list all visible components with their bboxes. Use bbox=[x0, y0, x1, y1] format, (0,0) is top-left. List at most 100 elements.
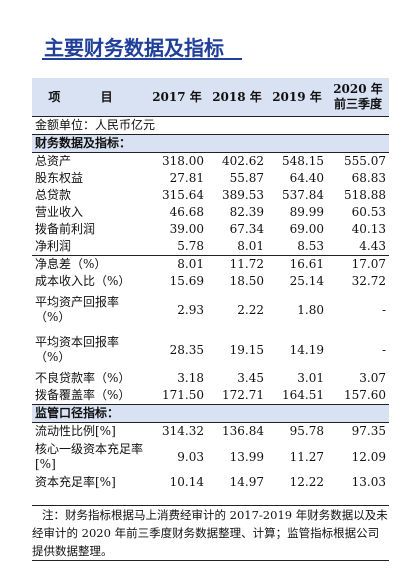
unit-row: 金额单位：人民币亿元 bbox=[32, 117, 389, 135]
cell-2020: 157.60 bbox=[344, 388, 386, 402]
cell-2018: 402.62 bbox=[222, 154, 264, 168]
header-2017: 2017 年 bbox=[147, 78, 207, 117]
cell-2019: 25.14 bbox=[289, 274, 324, 288]
cell-2020: 3.07 bbox=[359, 371, 386, 385]
cell-2019: 64.40 bbox=[289, 171, 324, 185]
cell-2017: 318.00 bbox=[162, 154, 204, 168]
cell-2020: 32.72 bbox=[351, 274, 386, 288]
cell-2018: 136.84 bbox=[222, 424, 264, 438]
section2-title: 监管口径指标： bbox=[32, 404, 389, 423]
header-item: 项 目 bbox=[32, 78, 147, 117]
cell-2017: 8.01 bbox=[147, 255, 207, 273]
cell-2017: 15.69 bbox=[169, 274, 204, 288]
cell-2017: 2.93 bbox=[177, 302, 204, 317]
cell-2020: - bbox=[381, 302, 386, 317]
cell-2019: 1.80 bbox=[297, 302, 324, 317]
header-row: 项 目 2017 年 2018 年 2019 年 2020 年前三季度 bbox=[32, 78, 389, 117]
cell-2018: 19.15 bbox=[229, 342, 264, 357]
cell-2018: 55.87 bbox=[229, 171, 264, 185]
table-row: 净利润 5.78 8.01 8.53 4.43 bbox=[32, 238, 389, 256]
cell-2019: 95.78 bbox=[289, 424, 324, 438]
cell-2020: - bbox=[381, 342, 386, 357]
cell-2018: 18.50 bbox=[229, 274, 264, 288]
cell-2018: 82.39 bbox=[229, 205, 264, 219]
cell-2017: 315.64 bbox=[162, 188, 204, 202]
table-row: 净息差（%） 8.01 11.72 16.61 17.07 bbox=[32, 255, 389, 273]
cell-2018: 3.45 bbox=[237, 371, 264, 385]
table-row: 拨备覆盖率（%） 171.50 172.71 164.51 157.60 bbox=[32, 387, 389, 405]
footnote: 注：财务指标根据马上消费经审计的 2017-2019 年财务数据以及未经审计的 … bbox=[32, 505, 389, 561]
table-row: 流动性比例[%] 314.32 136.84 95.78 97.35 bbox=[32, 423, 389, 441]
cell-2018: 2.22 bbox=[237, 302, 264, 317]
table-row: 股东权益 27.81 55.87 64.40 68.83 bbox=[32, 170, 389, 187]
table-row: 总资产 318.00 402.62 548.15 555.07 bbox=[32, 153, 389, 171]
section-header: 财务数据及指标： bbox=[32, 134, 389, 153]
table-row: 核心一级资本充足率[%] 9.03 13.99 11.27 12.09 bbox=[32, 440, 389, 474]
cell-2019: 89.99 bbox=[289, 205, 324, 219]
table-row: 不良贷款率（%） 3.18 3.45 3.01 3.07 bbox=[32, 370, 389, 387]
cell-2020: 60.53 bbox=[351, 205, 386, 219]
table-row: 营业收入 46.68 82.39 89.99 60.53 bbox=[32, 204, 389, 221]
cell-2020: 13.03 bbox=[351, 475, 386, 489]
cell-2019: 164.51 bbox=[282, 388, 324, 402]
title-underline bbox=[42, 58, 242, 60]
cell-2020: 518.88 bbox=[344, 188, 386, 202]
row-label: 平均资产回报率（%） bbox=[35, 295, 120, 324]
header-2020: 2020 年前三季度 bbox=[327, 78, 389, 117]
row-label: 资本充足率[%] bbox=[35, 475, 116, 489]
table-row: 拨备前利润 39.00 67.34 69.00 40.13 bbox=[32, 221, 389, 238]
cell-2019: 548.15 bbox=[282, 154, 324, 168]
financial-table: 项 目 2017 年 2018 年 2019 年 2020 年前三季度 金额单位… bbox=[32, 78, 389, 491]
row-label: 核心一级资本充足率[%] bbox=[35, 442, 144, 471]
cell-2019: 16.61 bbox=[267, 255, 327, 273]
row-label: 股东权益 bbox=[35, 171, 84, 185]
table-row: 平均资本回报率（%） 28.35 19.15 14.19 - bbox=[32, 330, 389, 370]
row-label: 成本收入比（%） bbox=[35, 274, 131, 288]
section1-title: 财务数据及指标： bbox=[32, 134, 389, 153]
row-label: 总贷款 bbox=[35, 188, 72, 202]
page-title: 主要财务数据及指标 bbox=[44, 36, 224, 60]
unit-label: 金额单位：人民币亿元 bbox=[35, 118, 156, 132]
row-label: 净利润 bbox=[35, 239, 72, 253]
cell-2017: 46.68 bbox=[169, 205, 204, 219]
cell-2020: 555.07 bbox=[344, 154, 386, 168]
cell-2020: 68.83 bbox=[351, 171, 386, 185]
table-row: 平均资产回报率（%） 2.93 2.22 1.80 - bbox=[32, 290, 389, 330]
cell-2019: 8.53 bbox=[297, 239, 324, 253]
table-row: 资本充足率[%] 10.14 14.97 12.22 13.03 bbox=[32, 474, 389, 491]
cell-2018: 11.72 bbox=[207, 255, 267, 273]
cell-2017: 28.35 bbox=[169, 342, 204, 357]
cell-2018: 8.01 bbox=[237, 239, 264, 253]
table-row: 总贷款 315.64 389.53 537.84 518.88 bbox=[32, 187, 389, 204]
cell-2018: 14.97 bbox=[229, 475, 264, 489]
cell-2018: 13.99 bbox=[229, 449, 264, 464]
cell-2019: 3.01 bbox=[297, 371, 324, 385]
cell-2017: 3.18 bbox=[177, 371, 204, 385]
row-label: 总资产 bbox=[35, 154, 72, 168]
cell-2017: 171.50 bbox=[162, 388, 204, 402]
cell-2020: 12.09 bbox=[351, 449, 386, 464]
row-label: 拨备前利润 bbox=[35, 222, 96, 236]
row-label: 营业收入 bbox=[35, 205, 84, 219]
row-label: 不良贷款率（%） bbox=[35, 371, 131, 385]
cell-2017: 27.81 bbox=[169, 171, 204, 185]
row-label: 净息差（%） bbox=[32, 255, 147, 273]
cell-2018: 67.34 bbox=[229, 222, 264, 236]
cell-2017: 10.14 bbox=[169, 475, 204, 489]
cell-2017: 5.78 bbox=[177, 239, 204, 253]
row-label: 拨备覆盖率（%） bbox=[35, 388, 131, 402]
row-label: 平均资本回报率（%） bbox=[35, 335, 120, 364]
cell-2020: 40.13 bbox=[351, 222, 386, 236]
cell-2018: 172.71 bbox=[222, 388, 264, 402]
cell-2017: 9.03 bbox=[177, 449, 204, 464]
cell-2020: 17.07 bbox=[327, 255, 389, 273]
cell-2019: 12.22 bbox=[289, 475, 324, 489]
cell-2017: 314.32 bbox=[162, 424, 204, 438]
section-header: 监管口径指标： bbox=[32, 404, 389, 423]
cell-2020: 4.43 bbox=[359, 239, 386, 253]
table-row: 成本收入比（%） 15.69 18.50 25.14 32.72 bbox=[32, 273, 389, 290]
header-2019: 2019 年 bbox=[267, 78, 327, 117]
cell-2019: 11.27 bbox=[289, 449, 324, 464]
cell-2018: 389.53 bbox=[222, 188, 264, 202]
header-2018: 2018 年 bbox=[207, 78, 267, 117]
